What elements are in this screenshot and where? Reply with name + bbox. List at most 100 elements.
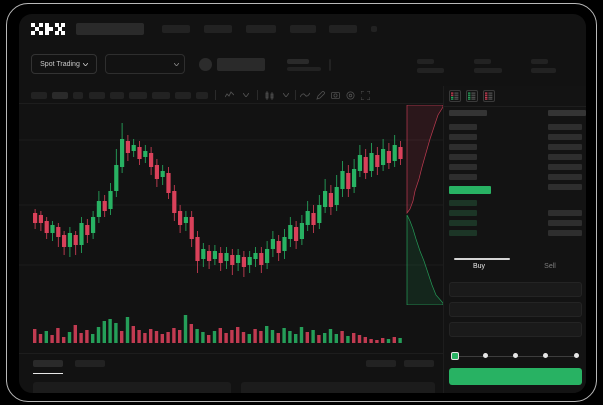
- trading-mode-label: Spot Trading: [40, 60, 80, 68]
- bid-row[interactable]: [449, 220, 477, 226]
- indicator-icon[interactable]: [224, 90, 234, 100]
- nav-item-5[interactable]: [329, 25, 357, 33]
- buy-tab-underline: [454, 258, 510, 260]
- orders-content-box-1: [33, 382, 231, 393]
- bid-row[interactable]: [449, 200, 477, 206]
- tab-sell[interactable]: Sell: [544, 263, 556, 270]
- ask-row[interactable]: [449, 154, 477, 160]
- camera-icon[interactable]: [330, 90, 340, 100]
- chart-type-icon[interactable]: [264, 90, 274, 100]
- orderbook-mixed-icon[interactable]: [449, 90, 461, 102]
- pair-name: [217, 58, 265, 71]
- order-total-input[interactable]: [449, 322, 582, 337]
- chevron-down-icon: [82, 62, 88, 66]
- order-book-header-left: [449, 110, 487, 116]
- candlestick-chart[interactable]: [19, 105, 443, 305]
- trade-form: Buy Sell: [444, 258, 586, 393]
- order-book-mode-group: [449, 90, 495, 102]
- nav-item-1[interactable]: [162, 25, 190, 33]
- slider-node-50[interactable]: [513, 353, 518, 358]
- ask-amount: [548, 184, 582, 190]
- tab-buy[interactable]: Buy: [472, 263, 486, 270]
- orders-tab-1[interactable]: [33, 360, 63, 367]
- stat-1-value: [417, 68, 444, 73]
- ask-amount: [548, 164, 582, 170]
- orders-action-1[interactable]: [366, 360, 396, 367]
- timeframe-button-1[interactable]: [31, 92, 47, 99]
- order-amount-input[interactable]: [449, 302, 582, 317]
- stat-2-label: [474, 59, 491, 64]
- fullscreen-icon[interactable]: [360, 90, 370, 100]
- percent-slider[interactable]: [451, 351, 581, 361]
- timeframe-button-3[interactable]: [73, 92, 83, 99]
- volume-histogram: [19, 305, 443, 353]
- slider-handle[interactable]: [451, 352, 459, 360]
- timeframe-button-7[interactable]: [152, 92, 170, 99]
- ask-amount: [548, 144, 582, 150]
- timeframe-button-4[interactable]: [89, 92, 105, 99]
- okx-logo[interactable]: [31, 23, 65, 35]
- order-book-header-right: [548, 110, 586, 116]
- bid-amount: [548, 210, 582, 216]
- price-change: [287, 67, 321, 71]
- chevron-down-icon[interactable]: [241, 90, 251, 100]
- pencil-icon[interactable]: [315, 90, 325, 100]
- orders-tab-underline: [33, 373, 63, 375]
- stat-1-label: [417, 59, 434, 64]
- timeframe-button-2[interactable]: [52, 92, 68, 99]
- stat-3-value: [531, 68, 556, 73]
- timeframe-button-5[interactable]: [110, 92, 124, 99]
- ticker-divider: [329, 59, 331, 71]
- orderbook-bids-icon[interactable]: [466, 90, 478, 102]
- trading-pair-select[interactable]: [105, 54, 185, 74]
- timeframe-button-8[interactable]: [175, 92, 191, 99]
- ask-row[interactable]: [449, 144, 477, 150]
- ask-row[interactable]: [449, 124, 477, 130]
- bid-row[interactable]: [449, 210, 477, 216]
- toolbar-divider-1: [215, 90, 216, 100]
- orders-action-2[interactable]: [404, 360, 434, 367]
- order-book-last-price: [449, 186, 491, 194]
- order-book-divider: [444, 106, 586, 107]
- orders-content-box-2: [241, 382, 435, 393]
- nav-icon-1[interactable]: [371, 26, 377, 32]
- app-screen: Spot Trading: [19, 14, 586, 393]
- orders-panel: [19, 353, 443, 393]
- bid-amount: [548, 230, 582, 236]
- nav-item-4[interactable]: [290, 25, 316, 33]
- ask-amount: [548, 174, 582, 180]
- ask-row[interactable]: [449, 134, 477, 140]
- timeframe-button-9[interactable]: [196, 92, 208, 99]
- line-tool-icon[interactable]: [300, 90, 310, 100]
- search-input[interactable]: [76, 23, 144, 35]
- trading-mode-select[interactable]: Spot Trading: [31, 54, 97, 74]
- submit-buy-button[interactable]: [449, 368, 582, 385]
- orders-tab-2[interactable]: [75, 360, 105, 367]
- ask-amount: [548, 124, 582, 130]
- slider-node-25[interactable]: [483, 353, 488, 358]
- stat-3-label: [531, 59, 548, 64]
- order-book-list[interactable]: [444, 108, 586, 256]
- timeframe-button-6[interactable]: [129, 92, 147, 99]
- stat-2-value: [474, 68, 502, 73]
- settings-icon[interactable]: [345, 90, 355, 100]
- top-navigation-bar: [19, 14, 586, 44]
- nav-item-2[interactable]: [204, 25, 232, 33]
- coin-avatar: [199, 58, 212, 71]
- order-price-input[interactable]: [449, 282, 582, 297]
- slider-node-75[interactable]: [543, 353, 548, 358]
- toolbar-divider-3: [295, 90, 296, 100]
- ask-row[interactable]: [449, 164, 477, 170]
- nav-item-3[interactable]: [246, 25, 276, 33]
- toolbar-divider-2: [257, 90, 258, 100]
- chevron-down-icon: [174, 62, 179, 66]
- bid-row[interactable]: [449, 230, 477, 236]
- orderbook-asks-icon[interactable]: [483, 90, 495, 102]
- slider-node-100[interactable]: [574, 353, 579, 358]
- buy-sell-tab-group: Buy Sell: [449, 258, 582, 276]
- chevron-down-icon[interactable]: [281, 90, 291, 100]
- ticker-bar: Spot Trading: [19, 47, 586, 83]
- ask-row[interactable]: [449, 174, 477, 180]
- order-book-panel: Buy Sell: [443, 86, 586, 393]
- chart-toolbar: [19, 86, 443, 104]
